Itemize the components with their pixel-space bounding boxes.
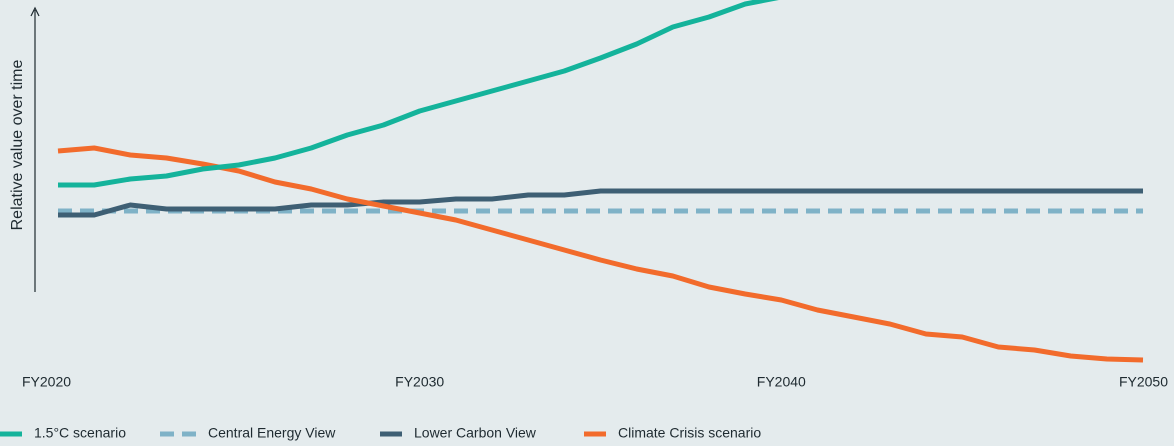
- series-line: [57, 145, 1144, 363]
- x-tick-label: FY2040: [757, 374, 806, 390]
- x-tick-label: FY2030: [395, 374, 444, 390]
- legend-label: Climate Crisis scenario: [618, 425, 761, 441]
- legend-label: 1.5°C scenario: [34, 425, 126, 441]
- legend-label: Lower Carbon View: [414, 425, 537, 441]
- legend-label: Central Energy View: [208, 425, 336, 441]
- series-line: [58, 188, 1143, 218]
- y-axis-arrow: [30, 6, 40, 17]
- y-axis-label: Relative value over time: [9, 60, 26, 231]
- x-tick-label: FY2020: [22, 374, 71, 390]
- x-tick-label: FY2050: [1119, 374, 1168, 390]
- series-line: [58, 0, 779, 188]
